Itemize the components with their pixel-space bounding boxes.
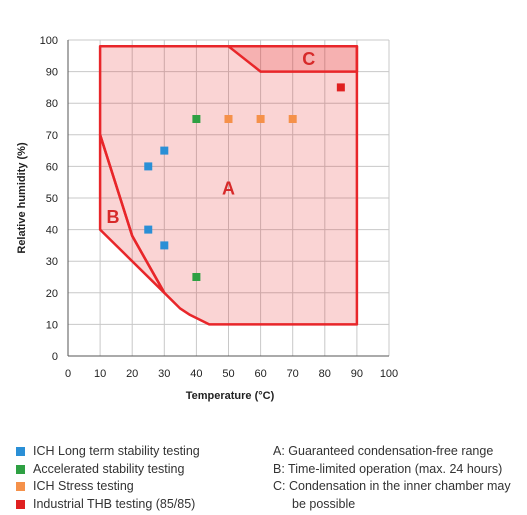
y-tick-label: 40 bbox=[46, 225, 58, 237]
region-notes: A: Guaranteed condensation-free range B:… bbox=[273, 443, 525, 513]
y-tick-label: 80 bbox=[46, 98, 58, 110]
y-axis-title: Relative humidity (%) bbox=[16, 142, 28, 254]
y-tick-labels: 0 10 20 30 40 50 60 70 80 90 100 bbox=[40, 35, 58, 363]
data-point bbox=[224, 115, 233, 123]
series-legend: ICH Long term stability testing Accelera… bbox=[16, 443, 200, 513]
y-tick-label: 70 bbox=[46, 130, 58, 142]
x-tick-label: 0 bbox=[65, 368, 71, 380]
data-point bbox=[192, 115, 201, 123]
chart: A B C 0 10 20 30 40 50 60 70 80 90 100 0 10 20 30 40 50 60… bbox=[16, 35, 398, 402]
x-axis-title: Temperature (°C) bbox=[186, 390, 275, 402]
x-tick-labels: 0 10 20 30 40 50 60 70 80 90 100 bbox=[65, 368, 398, 380]
note-c: C: Condensation in the inner chamber may bbox=[273, 479, 511, 493]
y-tick-label: 60 bbox=[46, 161, 58, 173]
region-label-c: C bbox=[302, 49, 315, 69]
y-tick-label: 100 bbox=[40, 35, 58, 47]
data-point bbox=[288, 115, 297, 123]
note-a: A: Guaranteed condensation-free range bbox=[273, 444, 494, 458]
legend-label: Accelerated stability testing bbox=[33, 461, 185, 476]
legend-label: ICH Stress testing bbox=[33, 479, 134, 493]
note-b: B: Time-limited operation (max. 24 hours… bbox=[273, 461, 503, 476]
y-tick-label: 30 bbox=[46, 256, 58, 268]
data-point bbox=[160, 146, 169, 155]
legend-item: Industrial THB testing (85/85) bbox=[16, 496, 200, 514]
y-tick-label: 10 bbox=[46, 319, 58, 331]
data-point bbox=[144, 225, 153, 234]
legend-item: Accelerated stability testing bbox=[16, 461, 200, 479]
data-point bbox=[160, 241, 169, 250]
y-tick-label: 20 bbox=[46, 288, 58, 300]
x-tick-label: 10 bbox=[94, 368, 106, 380]
y-tick-label: 90 bbox=[46, 67, 58, 79]
legend-item: ICH Long term stability testing bbox=[16, 443, 200, 461]
x-tick-label: 30 bbox=[158, 368, 170, 380]
x-tick-label: 90 bbox=[351, 368, 363, 380]
x-tick-label: 50 bbox=[222, 368, 234, 380]
note-c-continued: be possible bbox=[292, 496, 356, 511]
x-tick-label: 80 bbox=[319, 368, 331, 380]
x-tick-label: 40 bbox=[190, 368, 202, 380]
data-points bbox=[144, 83, 345, 281]
data-point bbox=[192, 273, 201, 281]
y-tick-label: 50 bbox=[46, 193, 58, 205]
data-point bbox=[256, 115, 265, 123]
legend-swatch-long-term bbox=[16, 447, 25, 457]
legend-swatch-accelerated bbox=[16, 464, 25, 474]
x-tick-label: 70 bbox=[287, 368, 299, 380]
x-tick-label: 20 bbox=[126, 368, 138, 380]
region-label-b: B bbox=[106, 207, 119, 227]
legend-label: Industrial THB testing (85/85) bbox=[33, 496, 196, 511]
legend-swatch-stress bbox=[16, 482, 25, 492]
regions: A B C bbox=[98, 45, 359, 326]
data-point bbox=[144, 162, 153, 171]
data-point bbox=[336, 83, 345, 92]
x-tick-label: 100 bbox=[380, 368, 398, 380]
region-b bbox=[98, 133, 166, 295]
legend-item: ICH Stress testing bbox=[16, 478, 200, 496]
y-tick-label: 0 bbox=[52, 351, 58, 363]
region-c bbox=[227, 45, 359, 73]
legend-swatch-thb bbox=[16, 499, 25, 509]
x-tick-label: 60 bbox=[254, 368, 266, 380]
region-label-a: A bbox=[222, 179, 235, 199]
legend-label: ICH Long term stability testing bbox=[33, 444, 200, 458]
axes bbox=[67, 40, 389, 357]
